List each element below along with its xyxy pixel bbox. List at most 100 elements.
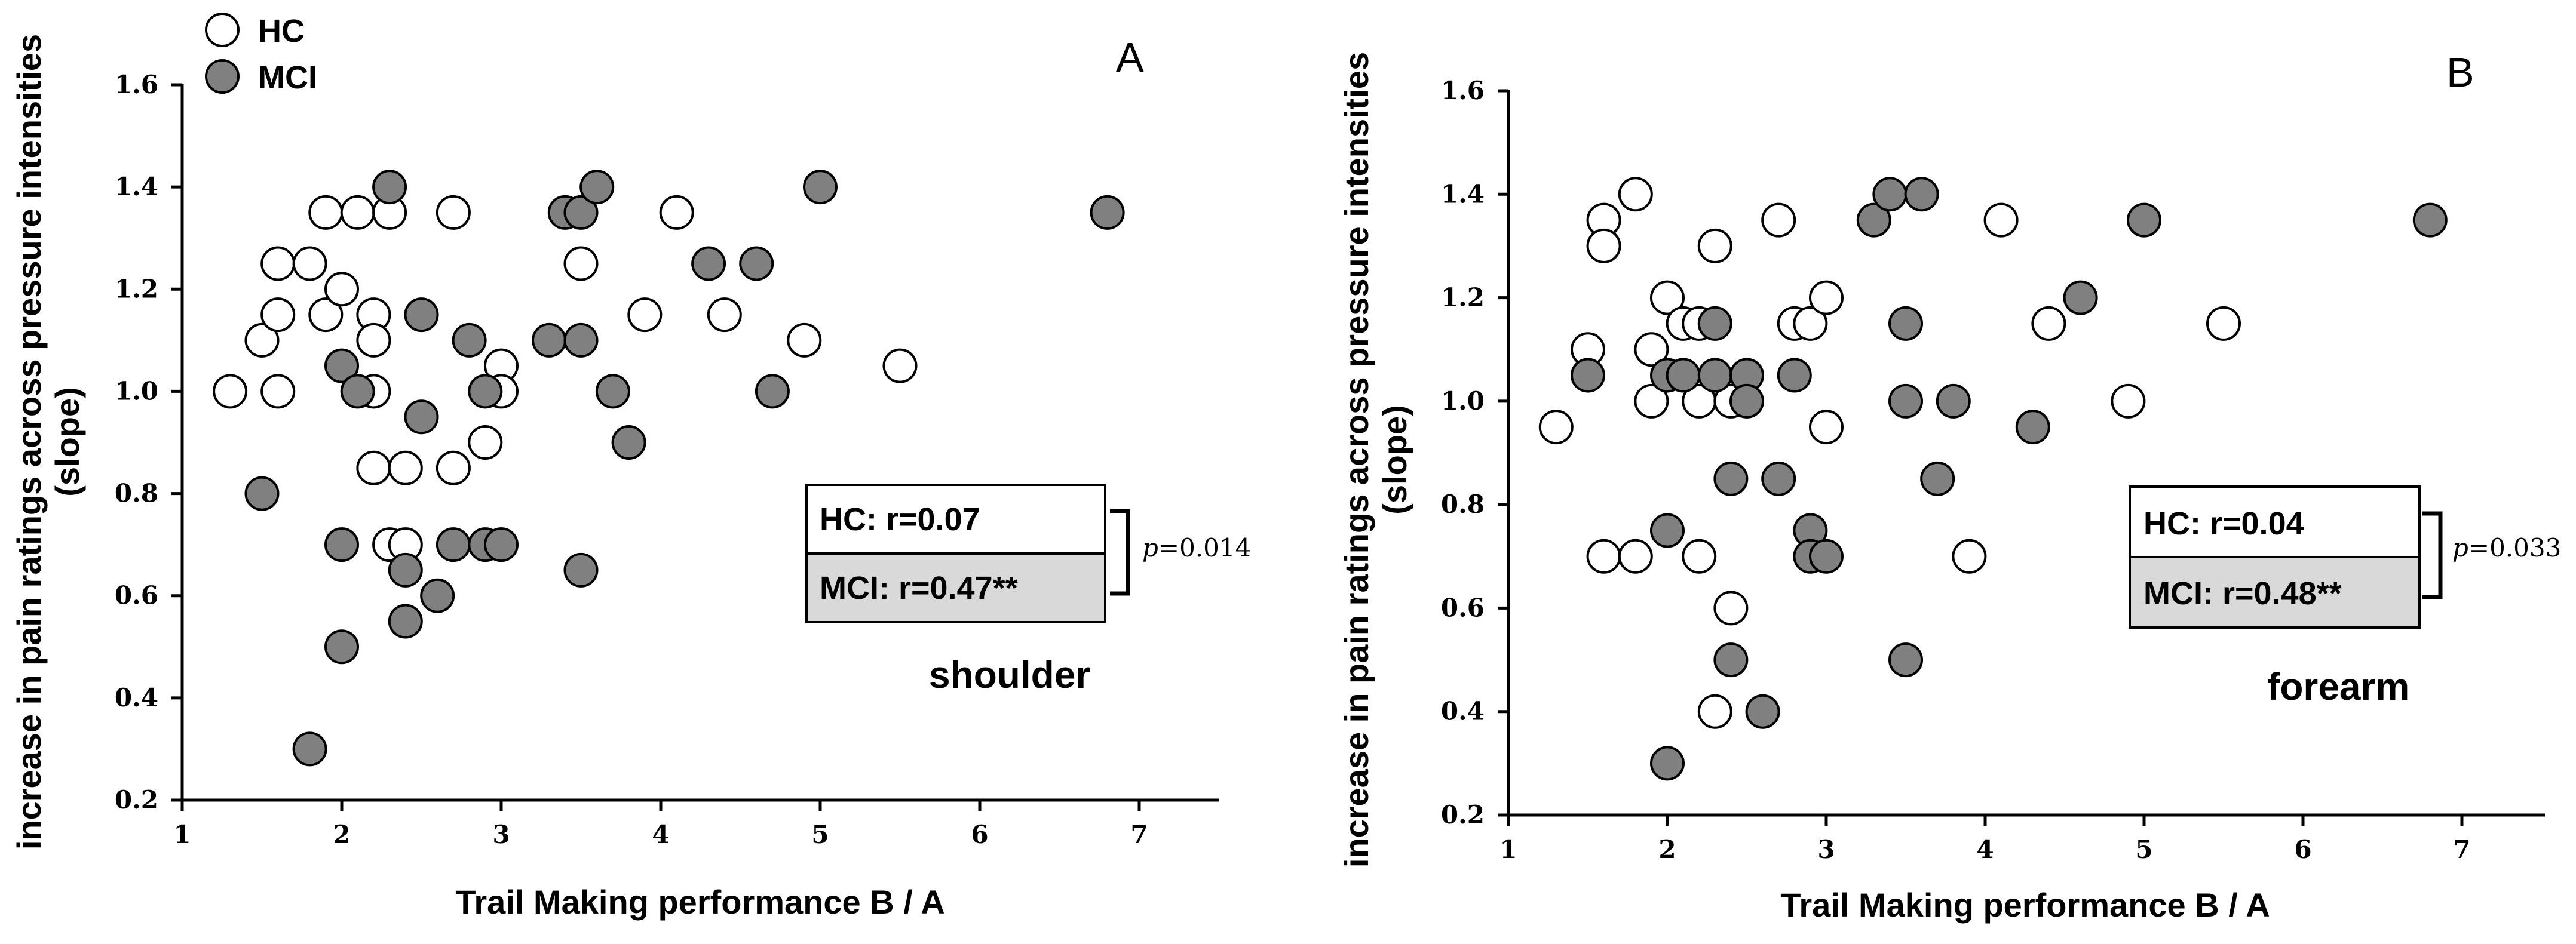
mci-data-point xyxy=(2127,202,2161,238)
mci-data-point xyxy=(1888,642,1923,678)
hc-data-point xyxy=(2031,306,2066,341)
y-axis-title: increase in pain ratings across pressure… xyxy=(10,34,48,850)
y-tick-label: 0.2 xyxy=(115,785,158,814)
mci-data-point xyxy=(244,476,280,511)
hc-data-point xyxy=(244,322,280,358)
mci-data-point xyxy=(1888,306,1923,341)
hc-data-point xyxy=(356,322,391,358)
p-value: p=0.033 xyxy=(2452,533,2561,562)
hc-data-point xyxy=(787,322,822,358)
y-tick-label: 1.6 xyxy=(1441,76,1485,105)
y-axis-title-units: (slope) xyxy=(48,387,86,497)
mci-data-point xyxy=(1809,539,1844,574)
hc-data-point xyxy=(388,450,423,485)
legend-mci-label: MCI xyxy=(258,60,317,96)
hc-data-point xyxy=(340,195,375,230)
mci-correlation: MCI: r=0.48** xyxy=(2143,576,2342,611)
hc-data-point xyxy=(324,272,359,307)
hc-data-point xyxy=(1697,694,1732,729)
mci-data-point xyxy=(1713,461,1749,496)
x-tick-label: 3 xyxy=(1817,835,1835,864)
mci-data-point xyxy=(1666,358,1701,393)
hc-data-point xyxy=(1618,177,1653,212)
hc-data-point xyxy=(659,195,694,230)
hc-data-point xyxy=(260,246,296,281)
mci-data-point xyxy=(468,374,503,409)
hc-data-point xyxy=(2111,383,2146,419)
mci-data-point xyxy=(1936,383,1971,419)
x-tick-label: 3 xyxy=(492,820,510,849)
legend-hc-marker xyxy=(205,13,240,47)
hc-correlation: HC: r=0.07 xyxy=(820,502,980,537)
hc-stat-cell xyxy=(805,484,1106,555)
hc-data-point xyxy=(882,348,918,383)
hc-data-point xyxy=(1538,410,1574,445)
mci-data-point xyxy=(2412,202,2448,238)
mci-data-point xyxy=(388,552,423,588)
mci-data-point xyxy=(1713,642,1749,678)
hc-data-point xyxy=(436,450,471,485)
mci-data-point xyxy=(436,527,471,562)
mci-data-point xyxy=(452,322,487,358)
data-points xyxy=(1538,177,2448,781)
x-tick-label: 4 xyxy=(652,820,669,849)
hc-data-point xyxy=(1697,228,1732,263)
y-tick-label: 1.4 xyxy=(115,172,158,201)
hc-data-point xyxy=(468,425,503,460)
mci-data-point xyxy=(803,170,838,205)
y-tick-label: 1.0 xyxy=(115,376,158,405)
mci-data-point xyxy=(1888,383,1923,419)
hc-data-point xyxy=(707,297,742,333)
mci-data-point xyxy=(388,604,423,639)
y-tick-label: 1.2 xyxy=(115,274,158,303)
y-tick-label: 0.6 xyxy=(1441,593,1485,622)
y-tick-label: 1.0 xyxy=(1441,386,1485,416)
y-tick-label: 0.4 xyxy=(115,683,158,712)
mci-data-point xyxy=(1872,177,1908,212)
mci-data-point xyxy=(2015,410,2050,445)
x-tick-label: 1 xyxy=(1499,835,1517,864)
significance-bracket xyxy=(1110,509,1130,596)
hc-data-point xyxy=(2206,306,2241,341)
mci-data-point xyxy=(1697,306,1732,341)
mci-data-point xyxy=(1761,461,1796,496)
y-tick-label: 0.4 xyxy=(1441,697,1485,726)
panel-letter: A xyxy=(1116,34,1144,81)
panel-b: 1 2 3 4 5 6 7 0.2 0.4 0.6 0.8 1.0 1.2 1.4 1.6 Trail Ma… xyxy=(1338,49,2561,924)
mci-data-point xyxy=(1571,358,1605,393)
mci-data-point xyxy=(340,374,375,409)
mci-stat-cell xyxy=(805,552,1106,623)
mci-data-point xyxy=(611,425,646,460)
mci-data-point xyxy=(1777,358,1812,393)
hc-data-point xyxy=(1713,591,1749,626)
hc-data-point xyxy=(627,297,663,333)
mci-data-point xyxy=(579,170,615,205)
tick-marks: 1 2 3 4 5 6 7 0.2 0.4 0.6 0.8 1.0 1.2 1.4 1.6 xyxy=(1441,76,2471,864)
mci-data-point xyxy=(404,399,439,435)
hc-data-point xyxy=(1586,539,1621,574)
mci-data-point xyxy=(324,348,359,383)
y-tick-label: 0.6 xyxy=(115,581,158,610)
hc-data-point xyxy=(1586,228,1621,263)
hc-data-point xyxy=(1983,202,2019,238)
mci-data-point xyxy=(2063,280,2098,315)
hc-stat-cell xyxy=(2129,485,2421,558)
y-tick-label: 1.6 xyxy=(115,70,158,99)
mci-data-point xyxy=(1650,746,1685,781)
x-axis-title: Trail Making performance B / A xyxy=(455,883,944,921)
y-tick-label: 1.2 xyxy=(1441,283,1485,312)
mci-data-point xyxy=(595,374,630,409)
mci-data-point xyxy=(1697,358,1732,393)
hc-correlation: HC: r=0.04 xyxy=(2143,506,2304,542)
legend-mci-marker xyxy=(205,59,240,94)
y-tick-label: 1.4 xyxy=(1441,179,1485,208)
mci-data-point xyxy=(532,322,567,358)
panel-a: 1 2 3 4 5 6 7 0.2 0.4 0.6 0.8 1.0 1.2 1.4 1.6 Trail Ma… xyxy=(10,13,1251,921)
mci-correlation: MCI: r=0.47** xyxy=(820,570,1018,606)
mci-data-point xyxy=(1650,513,1685,548)
x-tick-label: 6 xyxy=(2294,835,2311,864)
mci-data-point xyxy=(1920,461,1955,496)
x-tick-label: 7 xyxy=(2453,835,2470,864)
x-tick-label: 1 xyxy=(173,820,191,849)
